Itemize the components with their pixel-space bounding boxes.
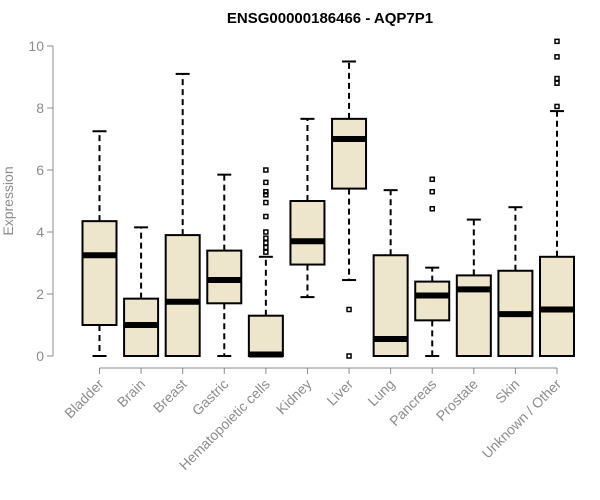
outlier-point [263,179,269,186]
outlier-point [263,244,269,251]
box-group [455,218,492,357]
x-tick-label: Lung [364,376,397,409]
outlier-point [263,249,269,255]
box-group [164,72,201,358]
outlier-point [346,353,352,359]
outlier-point [263,229,269,235]
outlier-point [554,38,560,45]
box [414,280,451,322]
box-group [206,173,243,357]
outlier-point [263,240,269,246]
outlier-point [346,306,352,313]
outlier-point [554,75,560,82]
y-tick-label: 2 [36,286,44,302]
outlier-point [554,54,560,60]
chart-title: ENSG00000186466 - AQP7P1 [227,10,433,27]
outlier-point [429,188,435,195]
outlier-point [263,167,269,173]
x-tick-label: Bladder [61,376,107,422]
x-tick-label: Kidney [273,376,315,418]
box-group [539,38,575,357]
outlier-point [429,176,435,183]
y-tick-label: 8 [36,100,44,116]
box [289,200,326,266]
box-group [289,117,326,299]
outlier-point [263,192,269,198]
box [247,314,284,358]
outlier-point [429,206,435,212]
outlier-point [263,199,269,206]
x-tick-label: Unknown / Other [479,376,565,462]
box [81,220,118,326]
x-tick-label: Liver [323,376,356,409]
outlier-point [263,213,269,220]
box-group [247,167,284,358]
x-tick-label: Breast [150,376,190,416]
outlier-point [263,235,269,241]
y-tick-label: 4 [36,224,44,240]
box [206,249,243,305]
box-group [414,176,451,357]
outlier-point [263,188,269,195]
box-group [497,206,534,357]
y-tick-label: 6 [36,162,44,178]
x-tick-label: Brain [114,376,148,410]
y-tick-label: 10 [28,38,44,54]
box-group [81,130,118,357]
box [539,255,575,357]
y-axis-label: Expression [0,166,16,235]
box [164,234,201,358]
x-tick-label: Prostate [433,376,481,424]
box-group [331,60,368,359]
box [331,117,368,190]
x-tick-label: Skin [492,376,523,407]
box-group [123,226,160,357]
plot-area [81,38,575,359]
outlier-point [554,80,560,86]
y-tick-label: 0 [36,348,44,364]
box-group [372,189,409,357]
y-axis: 0 2 4 6 8 10 [28,38,54,364]
outlier-point [554,103,560,110]
